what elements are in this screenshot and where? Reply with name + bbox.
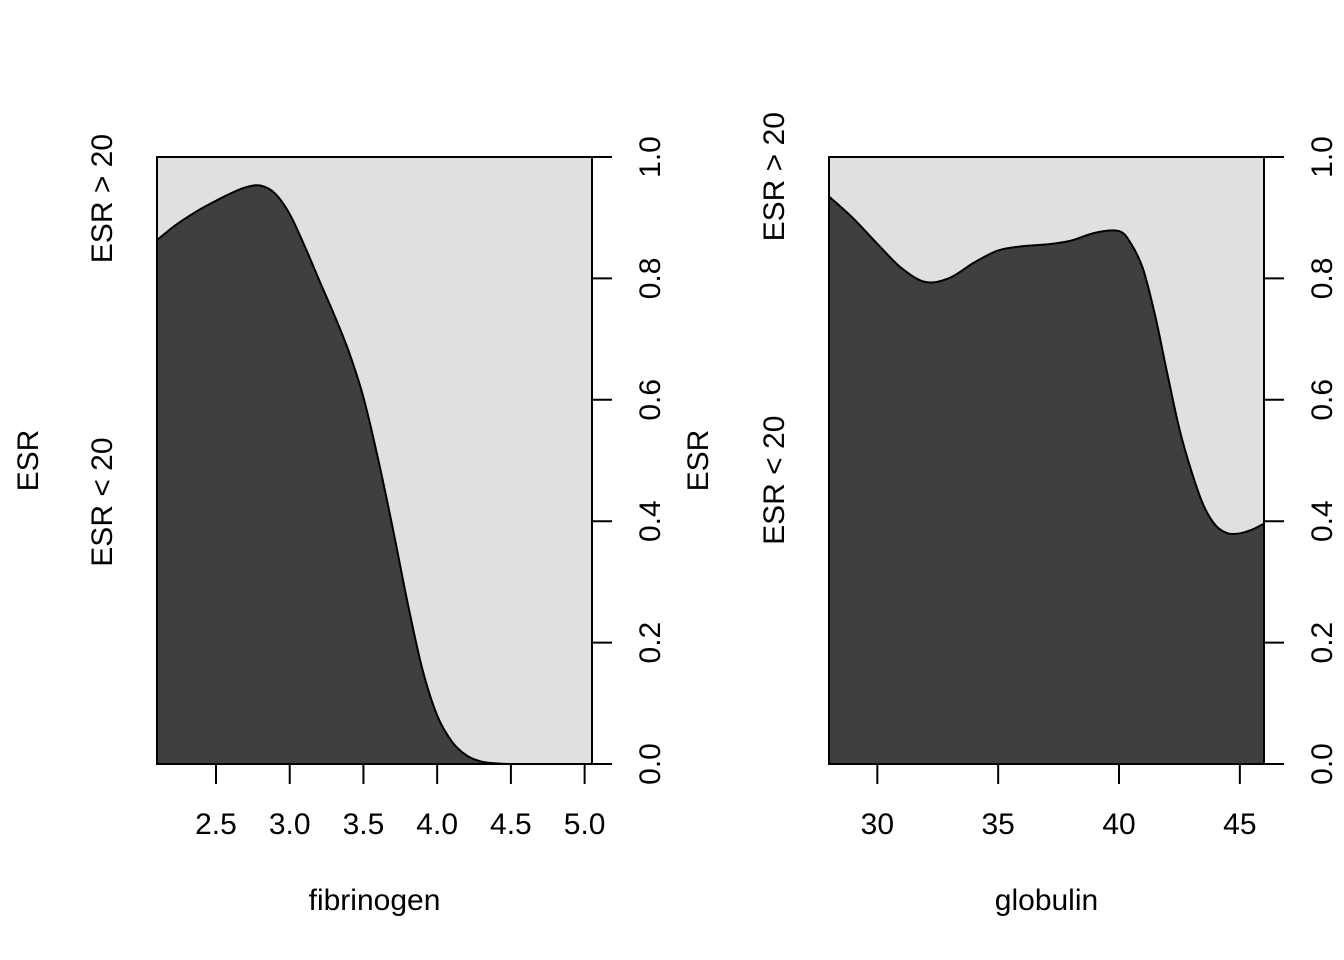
lower-region: [157, 185, 592, 765]
density-boundary-line: [828, 195, 1265, 536]
category-label-lower: ESR < 20: [86, 437, 119, 566]
y-tick-label: 0.4: [634, 500, 667, 542]
y-tick-label: 0.2: [634, 622, 667, 664]
x-tick-label: 30: [861, 808, 894, 841]
y-tick-label: 1.0: [1306, 136, 1339, 178]
y-tick-label: 0.4: [1306, 500, 1339, 542]
category-label-lower: ESR < 20: [758, 416, 791, 545]
x-tick-label: 4.5: [490, 808, 532, 841]
x-tick-label: 4.0: [416, 808, 458, 841]
lower-region: [829, 196, 1264, 764]
fibrinogen-panel: 2.5 3.0 3.5 4.0 4.5 5.0 0.0 0.2 0.4 0.6 0.8 1.0 ESR …: [12, 134, 667, 917]
x-tick-label: 35: [981, 808, 1014, 841]
y-tick-label: 0.8: [634, 258, 667, 300]
y-axis-title: ESR: [12, 430, 45, 492]
x-axis-title: globulin: [995, 884, 1098, 917]
y-tick-label: 0.0: [634, 743, 667, 785]
y-tick-label: 1.0: [634, 136, 667, 178]
y-tick-label: 0.8: [1306, 258, 1339, 300]
x-tick-label: 3.5: [343, 808, 385, 841]
category-label-upper: ESR > 20: [86, 134, 119, 263]
x-tick-label: 45: [1223, 808, 1256, 841]
x-tick-label: 5.0: [564, 808, 606, 841]
y-tick-label: 0.2: [1306, 622, 1339, 664]
y-tick-label: 0.6: [1306, 379, 1339, 421]
x-tick-label: 40: [1102, 808, 1135, 841]
x-tick-label: 3.0: [269, 808, 311, 841]
y-tick-label: 0.0: [1306, 743, 1339, 785]
y-tick-label: 0.6: [634, 379, 667, 421]
x-tick-label: 2.5: [195, 808, 237, 841]
globulin-panel: 30 35 40 45 0.0 0.2 0.4 0.6 0.8 1.0 ESR < 20 ESR > …: [682, 112, 1339, 917]
y-axis-title: ESR: [682, 430, 715, 492]
x-axis-title: fibrinogen: [309, 884, 441, 917]
category-label-upper: ESR > 20: [758, 112, 791, 241]
